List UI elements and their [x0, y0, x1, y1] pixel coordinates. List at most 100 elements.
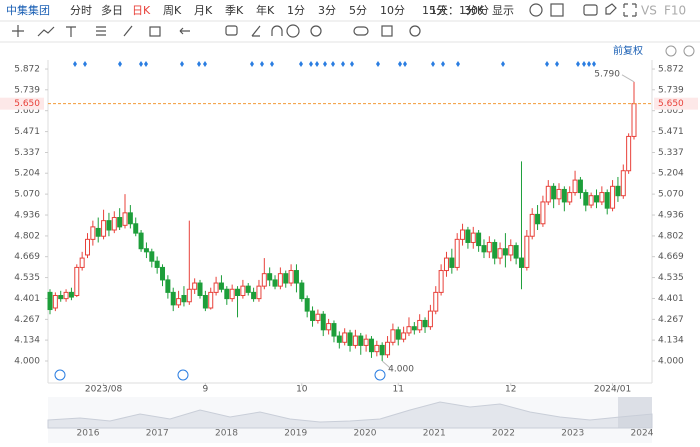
event-marker[interactable]: [83, 61, 87, 67]
tool-icon[interactable]: [225, 25, 238, 36]
camera-icon[interactable]: [583, 4, 598, 16]
period-tab[interactable]: 30分: [464, 4, 489, 17]
event-marker[interactable]: [260, 61, 264, 67]
event-marker[interactable]: [180, 61, 184, 67]
candle-body: [299, 282, 305, 300]
adjust-mode[interactable]: 前复权: [613, 44, 643, 57]
event-marker[interactable]: [441, 61, 445, 67]
candle-body: [454, 238, 460, 268]
event-marker[interactable]: [139, 61, 143, 67]
settings-icon[interactable]: [529, 3, 543, 17]
event-marker[interactable]: [323, 61, 327, 67]
tool-icon[interactable]: [66, 26, 76, 37]
stock-name[interactable]: 中集集团: [6, 3, 50, 17]
interval-select[interactable]: 1天：1分K: [430, 4, 485, 17]
event-marker[interactable]: [592, 61, 596, 67]
y-tick-label: 4.000: [14, 357, 40, 367]
y-tick-label: 5.471: [14, 127, 40, 137]
event-marker[interactable]: [118, 61, 122, 67]
navigator-year: 2023: [561, 429, 584, 439]
tool-icon[interactable]: [353, 26, 369, 36]
tool-icon[interactable]: [123, 25, 133, 37]
edit-icon[interactable]: [605, 3, 617, 15]
fullscreen-icon[interactable]: [623, 3, 637, 17]
candle-body: [497, 248, 503, 259]
candle-body: [486, 241, 492, 253]
event-marker[interactable]: [403, 61, 407, 67]
display-menu[interactable]: 显示: [492, 4, 514, 17]
candle-body: [326, 323, 332, 331]
event-icon[interactable]: [177, 369, 189, 381]
event-marker[interactable]: [331, 61, 335, 67]
tool-icon[interactable]: [286, 24, 300, 38]
period-tab[interactable]: 年K: [256, 3, 275, 17]
candle-body: [411, 326, 417, 331]
tool-icon[interactable]: [271, 25, 283, 36]
tool-icon[interactable]: [12, 25, 24, 37]
tool-icon[interactable]: [310, 25, 322, 37]
zoom-button[interactable]: [683, 45, 695, 57]
candle-body: [101, 220, 107, 237]
event-marker[interactable]: [431, 61, 435, 67]
f10-button[interactable]: F10: [664, 4, 686, 18]
period-tab[interactable]: 日K: [132, 4, 151, 17]
period-tab[interactable]: 多日: [101, 3, 123, 17]
event-marker[interactable]: [501, 61, 505, 67]
event-marker[interactable]: [315, 61, 319, 67]
tool-icon[interactable]: [96, 26, 106, 36]
drawing-tools[interactable]: [12, 3, 637, 38]
tool-icon[interactable]: [251, 25, 261, 37]
event-marker[interactable]: [587, 61, 591, 67]
event-marker[interactable]: [376, 61, 380, 67]
event-icon[interactable]: [374, 369, 386, 381]
candle-body: [160, 266, 166, 281]
event-icon[interactable]: [54, 369, 66, 381]
candle-body: [197, 282, 203, 297]
y-tick-label: 4.535: [658, 273, 684, 283]
event-marker[interactable]: [73, 61, 77, 67]
period-tab[interactable]: 周K: [163, 4, 182, 17]
candle-body: [476, 232, 482, 247]
period-tab[interactable]: 分时: [70, 4, 92, 17]
tool-icon[interactable]: [409, 25, 421, 37]
candle-body: [556, 188, 562, 200]
event-marker[interactable]: [341, 61, 345, 67]
event-marker[interactable]: [144, 61, 148, 67]
tool-icon[interactable]: [381, 25, 393, 37]
event-marker[interactable]: [270, 61, 274, 67]
event-marker[interactable]: [398, 61, 402, 67]
tool-icon[interactable]: [179, 27, 190, 35]
event-marker[interactable]: [350, 61, 354, 67]
candle-body: [449, 257, 455, 268]
event-marker[interactable]: [299, 61, 303, 67]
period-tab[interactable]: 月K: [194, 4, 213, 17]
candle-body: [267, 273, 273, 281]
event-marker[interactable]: [250, 61, 254, 67]
event-marker[interactable]: [203, 61, 207, 67]
zoom-button[interactable]: [665, 45, 677, 57]
period-tab[interactable]: 15分: [422, 4, 447, 17]
event-marker[interactable]: [197, 61, 201, 67]
candle-body: [122, 212, 128, 226]
event-marker[interactable]: [545, 61, 549, 67]
period-tab[interactable]: 5分: [349, 4, 367, 17]
navigator-year: 2024: [631, 429, 654, 439]
period-tab[interactable]: 10分: [380, 4, 405, 17]
period-tab[interactable]: 3分: [318, 4, 336, 17]
candle-body: [256, 285, 262, 300]
vs-button[interactable]: VS: [641, 4, 657, 18]
event-marker[interactable]: [456, 61, 460, 67]
candle-body: [138, 232, 144, 250]
event-marker[interactable]: [576, 61, 580, 67]
navigator-window[interactable]: [618, 397, 652, 428]
event-marker[interactable]: [582, 61, 586, 67]
tool-icon[interactable]: [37, 26, 55, 37]
color-icon[interactable]: [550, 3, 564, 17]
event-marker[interactable]: [309, 61, 313, 67]
period-tab[interactable]: 1分: [287, 4, 305, 17]
period-tab[interactable]: 季K: [225, 4, 244, 17]
candle-body: [599, 192, 605, 203]
event-marker[interactable]: [555, 61, 559, 67]
zoom-controls[interactable]: [665, 45, 695, 57]
tool-icon[interactable]: [149, 26, 161, 37]
